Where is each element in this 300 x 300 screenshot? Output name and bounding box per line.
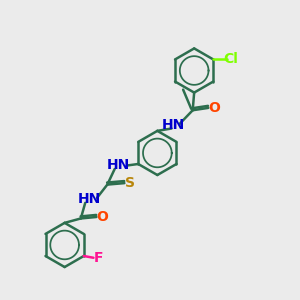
Text: F: F — [94, 251, 103, 266]
Text: O: O — [96, 210, 108, 224]
Text: HN: HN — [77, 192, 101, 206]
Text: HN: HN — [162, 118, 185, 132]
Text: HN: HN — [107, 158, 130, 172]
Text: S: S — [125, 176, 135, 190]
Text: Cl: Cl — [224, 52, 238, 66]
Text: O: O — [208, 101, 220, 115]
